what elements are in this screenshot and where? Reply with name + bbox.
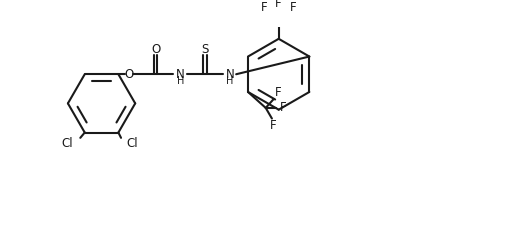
- Text: S: S: [201, 43, 209, 56]
- Text: H: H: [176, 76, 184, 86]
- Text: O: O: [150, 43, 160, 56]
- Text: N: N: [225, 68, 234, 81]
- Text: Cl: Cl: [62, 137, 73, 150]
- Text: Cl: Cl: [126, 137, 138, 150]
- Text: N: N: [176, 68, 184, 81]
- Text: O: O: [124, 68, 133, 81]
- Text: H: H: [226, 76, 233, 86]
- Text: F: F: [270, 119, 276, 132]
- Text: F: F: [275, 0, 281, 10]
- Text: F: F: [261, 1, 267, 14]
- Text: F: F: [289, 1, 295, 14]
- Text: F: F: [280, 101, 286, 114]
- Text: F: F: [274, 86, 281, 99]
